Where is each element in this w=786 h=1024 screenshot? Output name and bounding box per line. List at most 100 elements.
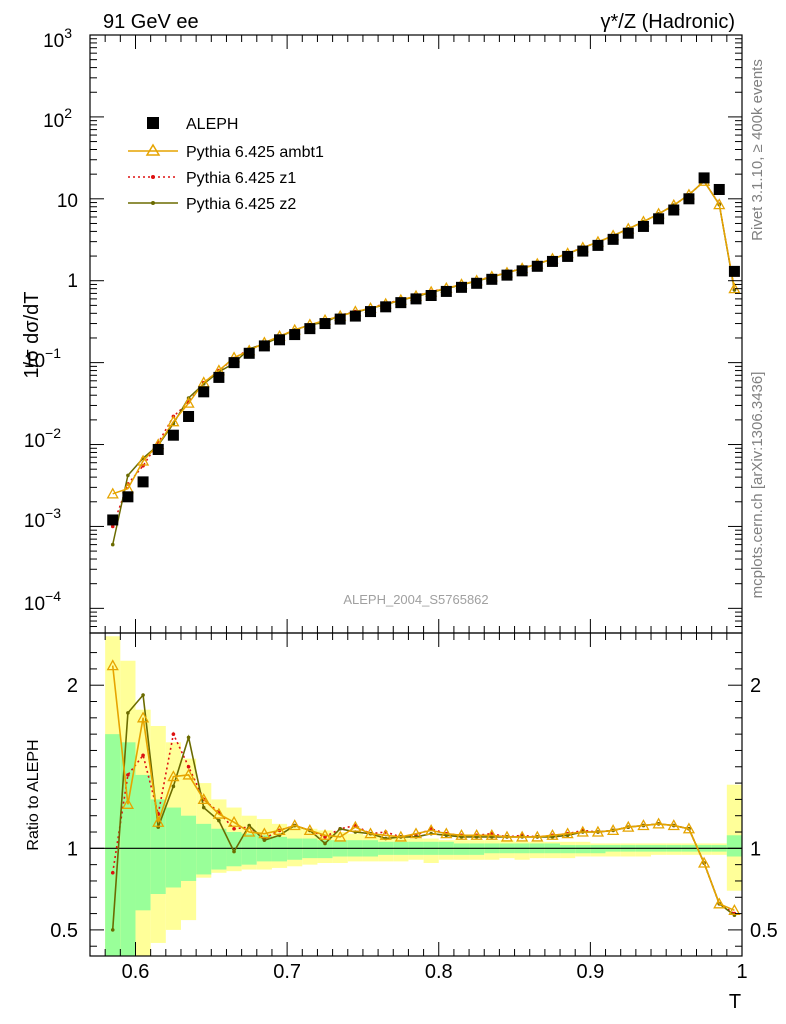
- aleph-point: [107, 514, 119, 526]
- aleph-point: [531, 260, 543, 272]
- ratio-mc-point: [110, 871, 115, 875]
- aleph-point: [183, 410, 195, 422]
- ambt1-point: [136, 454, 150, 466]
- aleph-point: [274, 334, 286, 346]
- ratio-ambt1-point: [485, 828, 498, 840]
- ratio-ambt1-point: [682, 822, 696, 834]
- y-axis-label: 1/σ dσ/dT: [21, 292, 43, 379]
- aleph-point: [440, 285, 452, 297]
- legend-marker-z1: [151, 175, 155, 179]
- ytick-1e-3: 10−3: [24, 505, 61, 532]
- inner-band-bin: [469, 843, 485, 855]
- aleph-point: [410, 293, 422, 305]
- ratio-mc-point: [232, 826, 236, 831]
- x-tick-label: 0.8: [425, 961, 453, 983]
- aleph-point: [622, 227, 634, 239]
- inner-band-bin: [317, 840, 333, 859]
- ratio-ambt1-point: [121, 797, 135, 809]
- aleph-point: [546, 255, 558, 267]
- inner-band-bin: [120, 742, 136, 956]
- ratio-ambt1-point: [243, 825, 256, 837]
- ratio-ambt1-point: [546, 828, 559, 840]
- ratio-mc-point: [126, 773, 130, 777]
- ytick-1e-4: 10−4: [24, 588, 61, 615]
- aleph-point: [486, 273, 498, 285]
- inner-band-bin: [241, 833, 257, 865]
- ratio-ambt1-point: [106, 659, 119, 671]
- ratio-mc-point: [186, 735, 191, 740]
- ratio-ambt1-point: [318, 828, 332, 840]
- ratio-ambt1-point: [425, 824, 438, 836]
- ratio-mc-point: [262, 838, 267, 842]
- ratio-ytick-label-right: 2: [750, 675, 761, 697]
- aleph-point: [395, 297, 407, 309]
- aleph-point: [243, 347, 255, 359]
- inner-band-bin: [575, 845, 591, 854]
- aleph-point: [213, 371, 225, 383]
- ratio-ambt1-point: [409, 827, 423, 839]
- aleph-point: [501, 269, 513, 281]
- ratio-ambt1-point: [379, 828, 392, 840]
- ambt1-point: [106, 487, 119, 499]
- aleph-point: [304, 323, 316, 335]
- ambt1-point: [182, 396, 195, 408]
- ratio-ambt1-point: [334, 830, 347, 842]
- aleph-point: [334, 313, 346, 325]
- ratio-ambt1-point: [637, 819, 650, 831]
- ytick-1e-1: 10−1: [24, 345, 61, 372]
- ratio-y-axis-label: Ratio to ALEPH: [25, 739, 42, 850]
- ytick-1e3: 103: [43, 25, 72, 52]
- ytick-1e0: 1: [67, 271, 78, 292]
- title-left: 91 GeV ee: [103, 11, 199, 33]
- ytick-1e-2: 10−2: [24, 425, 61, 452]
- ratio-ambt1-point: [713, 897, 726, 909]
- aleph-point: [653, 213, 665, 225]
- aleph-point: [258, 340, 270, 352]
- x-tick-label: 1: [736, 961, 747, 983]
- legend-marker-aleph: [147, 117, 159, 129]
- aleph-point: [319, 318, 331, 330]
- ratio-ambt1-point: [364, 827, 377, 839]
- ratio-ytick-label-right: 0.5: [750, 920, 778, 942]
- aleph-point: [380, 301, 392, 313]
- inner-band-bin: [165, 807, 181, 888]
- ambt1-point: [713, 198, 726, 210]
- aleph-point: [592, 239, 604, 251]
- legend-label-z2: Pythia 6.425 z2: [186, 196, 296, 213]
- legend-label-z1: Pythia 6.425 z1: [186, 170, 296, 187]
- inner-band-bin: [453, 843, 470, 855]
- inner-band-bin: [226, 832, 242, 867]
- legend: ALEPH Pythia 6.425 ambt1 Pythia 6.425 z1…: [128, 116, 324, 213]
- analysis-watermark: ALEPH_2004_S5765862: [343, 592, 488, 607]
- top-panel-axes: [89, 34, 743, 634]
- ratio-ambt1-point: [470, 828, 483, 840]
- aleph-point: [152, 443, 164, 455]
- ratio-ambt1-point: [607, 824, 620, 836]
- inner-band-bin: [271, 836, 288, 862]
- aleph-point: [455, 281, 467, 293]
- aleph-point: [289, 329, 301, 341]
- ratio-mc-point: [186, 764, 191, 769]
- aleph-point: [516, 265, 528, 277]
- aleph-point: [683, 193, 695, 205]
- x-tick-label: 0.7: [273, 961, 301, 983]
- ratio-ambt1-point: [182, 768, 195, 780]
- ratio-series-pythia-6-425-ambt1: [106, 659, 741, 915]
- aleph-point: [137, 476, 149, 488]
- aleph-point: [425, 289, 437, 301]
- inner-band-bin: [196, 823, 212, 875]
- x-axis-label: T: [729, 991, 741, 1013]
- legend-marker-z2: [151, 201, 155, 205]
- aleph-point: [167, 429, 179, 441]
- ytick-1e2: 102: [43, 105, 72, 132]
- aleph-point: [349, 310, 361, 322]
- ratio-panel-series: [106, 659, 741, 932]
- ratio-mc-point: [217, 818, 221, 823]
- ratio-ytick-label-left: 1: [67, 838, 78, 860]
- ytick-1e1: 10: [57, 191, 78, 212]
- x-tick-label: 0.6: [122, 961, 150, 983]
- aleph-point: [122, 491, 134, 503]
- aleph-point: [668, 204, 680, 216]
- ratio-ambt1-point: [394, 830, 407, 842]
- ratio-ambt1-point: [227, 815, 241, 827]
